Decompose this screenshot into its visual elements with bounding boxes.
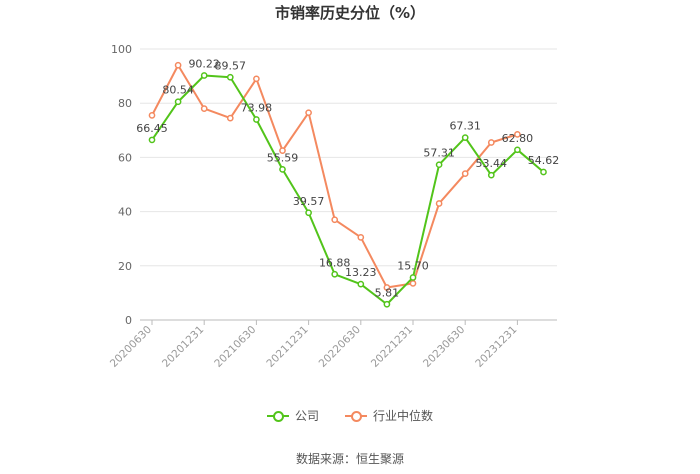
data-label: 80.54: [162, 84, 194, 97]
series-layer: [148, 61, 547, 308]
chart-title: 市销率历史分位（%）: [274, 4, 426, 22]
x-tick-label: 20231231: [473, 324, 519, 370]
company-point: [148, 136, 156, 144]
x-tick-label: 20220630: [317, 324, 363, 370]
x-tick-label: 20230630: [421, 324, 467, 370]
data-label: 16.88: [319, 256, 351, 269]
y-tick-label: 0: [125, 314, 132, 327]
y-tick-label: 40: [118, 206, 132, 219]
gridlines: [140, 48, 557, 321]
data-label: 67.31: [449, 120, 481, 133]
y-tick-label: 100: [111, 43, 132, 56]
x-tick-label: 20201231: [160, 324, 206, 370]
legend-label-company: 公司: [294, 409, 319, 423]
legend-swatch-industry: [345, 410, 367, 422]
company-point: [383, 300, 391, 308]
data-label: 62.80: [502, 132, 534, 145]
industry-point: [226, 114, 234, 122]
company-point: [331, 270, 339, 278]
x-tick-label: 20210630: [212, 324, 258, 370]
company-point: [253, 116, 260, 123]
company-point: [435, 161, 443, 169]
industry-point: [200, 105, 208, 112]
industry-point: [487, 139, 495, 146]
data-label: 5.81: [375, 286, 400, 299]
x-tick-label: 20200630: [108, 324, 154, 370]
data-label: 13.23: [345, 266, 377, 279]
y-tick-label: 80: [118, 97, 132, 110]
source-note: 数据来源：恒生聚源: [295, 452, 404, 466]
company-point: [540, 168, 547, 176]
data-label: 55.59: [267, 151, 299, 164]
data-label: 66.45: [136, 122, 168, 135]
industry-point: [383, 284, 391, 291]
company-line: [151, 74, 545, 306]
company-point: [174, 98, 182, 106]
company-point: [279, 166, 286, 173]
industry-point: [514, 131, 521, 138]
data-label: 39.57: [293, 195, 325, 208]
company-point: [409, 274, 417, 281]
y-tick-label: 20: [118, 260, 132, 273]
company-point: [461, 134, 469, 141]
company-point: [200, 72, 208, 79]
industry-point: [305, 109, 312, 117]
data-label: 53.44: [476, 157, 508, 170]
industry-point: [461, 170, 469, 178]
legend-item-company[interactable]: 公司: [266, 407, 319, 424]
x-tick-label: 20211231: [264, 324, 310, 370]
data-label: 54.62: [528, 154, 560, 167]
data-label: 15.70: [397, 259, 429, 272]
company-point: [305, 209, 312, 217]
legend-swatch-company: [266, 410, 289, 422]
industry-point: [279, 147, 286, 154]
industry-point: [331, 216, 339, 224]
legend-label-industry: 行业中位数: [373, 409, 434, 423]
industry-point: [253, 75, 260, 83]
industry-point: [435, 200, 443, 207]
y-tick-label: 60: [118, 151, 132, 164]
data-label: 73.98: [241, 102, 273, 115]
legend-item-industry[interactable]: 行业中位数: [345, 407, 433, 424]
y-axis: 0 20 40 60 80 100: [111, 43, 132, 327]
company-point: [514, 146, 521, 154]
data-label: 90.22: [188, 58, 220, 71]
industry-point: [409, 280, 417, 287]
company-point: [487, 171, 495, 179]
company-point: [357, 280, 365, 288]
industry-line: [151, 64, 518, 289]
data-label: 57.31: [423, 147, 455, 160]
industry-point: [357, 233, 365, 241]
company-point: [226, 73, 234, 81]
legend: 公司 行业中位数: [0, 407, 700, 424]
x-axis: 20200630 20201231 20210630 20211231 20220630…: [108, 320, 520, 370]
data-label: 89.57: [215, 59, 247, 72]
industry-point: [148, 112, 156, 119]
industry-point: [174, 61, 182, 69]
x-tick-label: 20221231: [369, 324, 415, 370]
